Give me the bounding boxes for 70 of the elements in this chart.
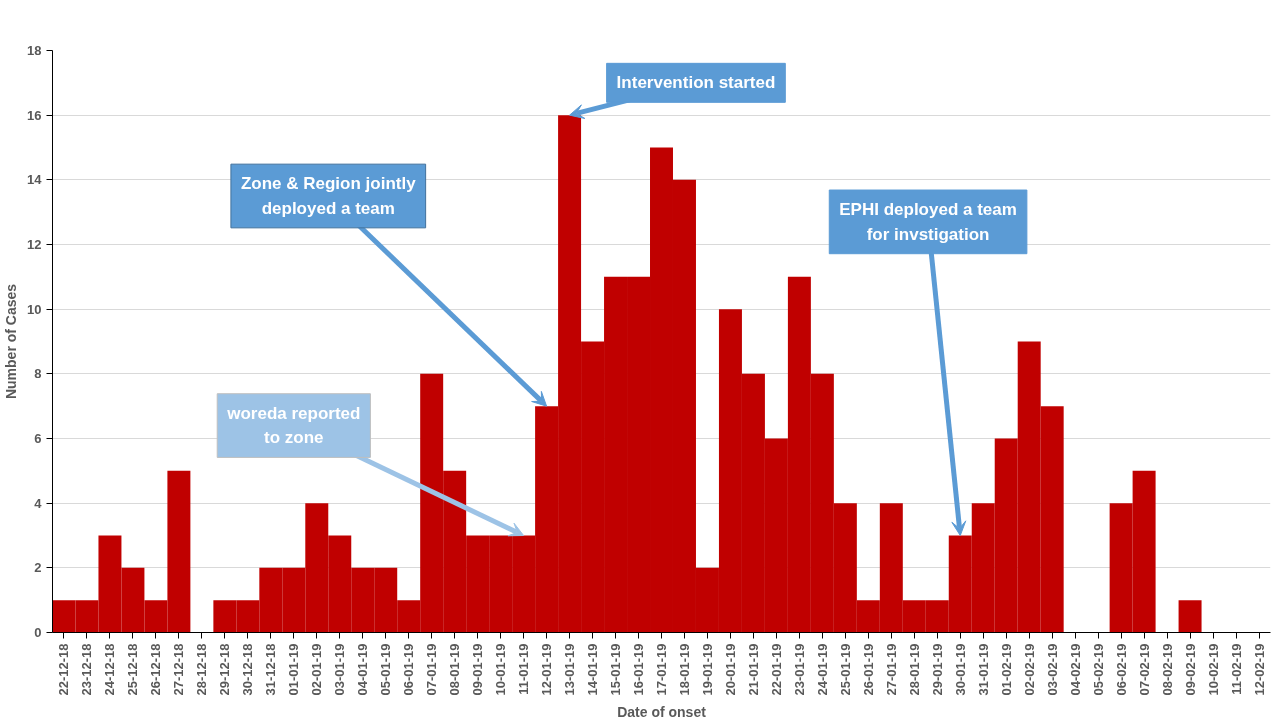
annotation: Zone & Region jointly deployed a team (240, 174, 417, 218)
y-tick-label: 14 (27, 172, 43, 188)
x-tick-label: 16-01-19 (631, 643, 647, 696)
x-tick-label: 21-01-19 (745, 643, 761, 696)
x-tick-label: 17-01-19 (654, 643, 669, 696)
y-tick-label: 12 (27, 237, 42, 252)
annotation: woreda reported to zone (226, 403, 361, 448)
y-tick-label: 16 (27, 107, 42, 123)
y-tick-label: 4 (34, 495, 43, 511)
x-tick-label: 27-01-19 (883, 643, 899, 696)
x-tick-label: 26-12-18 (148, 643, 164, 696)
x-tick-label: 30-12-18 (240, 643, 256, 696)
x-tick-label: 03-01-19 (332, 643, 348, 696)
x-tick-label: 10-01-19 (493, 643, 509, 696)
y-tick-label: 8 (34, 366, 42, 382)
x-tick-label: 29-01-19 (929, 643, 945, 696)
x-tick-label: 28-01-19 (906, 643, 922, 696)
x-tick-label: 04-01-19 (355, 643, 371, 696)
x-tick-label: 06-01-19 (401, 643, 417, 696)
y-tick-label: 10 (27, 301, 42, 317)
x-tick-label: 24-01-19 (814, 643, 830, 696)
x-tick-label: 04-02-19 (1067, 643, 1083, 696)
x-tick-label: 05-01-19 (378, 643, 394, 696)
x-tick-label: 25-01-19 (837, 643, 853, 696)
x-tick-label: 09-01-19 (470, 643, 486, 696)
x-tick-label: 28-12-18 (194, 643, 210, 696)
x-tick-label: 07-01-19 (424, 643, 440, 696)
x-tick-label: 02-01-19 (309, 643, 325, 696)
x-axis-title: Date of onset (617, 703, 707, 720)
y-axis-title: Number of Cases (3, 283, 20, 400)
x-tick-label: 23-01-19 (791, 643, 807, 696)
x-tick-label: 30-01-19 (952, 643, 968, 696)
x-tick-label: 08-02-19 (1159, 643, 1175, 696)
x-tick-label: 01-01-19 (286, 643, 302, 696)
x-tick-label: 23-12-18 (79, 643, 95, 696)
y-tick-label: 0 (34, 625, 42, 640)
x-tick-label: 12-01-19 (539, 643, 555, 696)
x-tick-label: 20-01-19 (722, 643, 738, 696)
x-tick-label: 19-01-19 (699, 643, 715, 696)
x-tick-label: 24-12-18 (102, 643, 118, 696)
x-tick-label: 07-02-19 (1136, 643, 1152, 696)
annotation: Intervention started (616, 73, 776, 93)
x-tick-label: 10-02-19 (1205, 643, 1221, 696)
x-tick-label: 13-01-19 (562, 643, 578, 696)
x-tick-label: 15-01-19 (608, 643, 624, 696)
y-tick-label: 2 (34, 560, 42, 576)
y-tick-label: 18 (27, 43, 42, 58)
x-tick-label: 06-02-19 (1113, 643, 1129, 696)
x-tick-label: 05-02-19 (1090, 643, 1106, 696)
x-tick-label: 26-01-19 (860, 643, 876, 696)
x-tick-label: 25-12-18 (125, 643, 141, 696)
x-tick-label: 27-12-18 (171, 643, 187, 696)
x-tick-label: 02-02-19 (1021, 643, 1037, 696)
annotation: EPHI deployed a team for invstigation (839, 200, 1017, 244)
y-tick-label: 6 (34, 431, 42, 446)
x-tick-label: 03-02-19 (1044, 643, 1060, 696)
x-tick-label: 22-12-18 (56, 643, 72, 696)
x-tick-label: 12-02-19 (1251, 643, 1267, 696)
x-tick-label: 31-12-18 (263, 643, 279, 696)
x-tick-label: 01-02-19 (998, 643, 1014, 696)
x-tick-label: 11-02-19 (1228, 643, 1244, 695)
x-tick-label: 22-01-19 (768, 643, 784, 696)
x-tick-label: 11-01-19 (516, 643, 532, 695)
x-tick-label: 14-01-19 (585, 643, 601, 696)
bar (1178, 600, 1202, 633)
x-tick-label: 09-02-19 (1182, 643, 1198, 696)
x-tick-label: 18-01-19 (676, 643, 692, 696)
x-tick-label: 08-01-19 (447, 643, 463, 696)
x-tick-label: 31-01-19 (975, 643, 991, 696)
x-tick-label: 29-12-18 (217, 643, 233, 696)
